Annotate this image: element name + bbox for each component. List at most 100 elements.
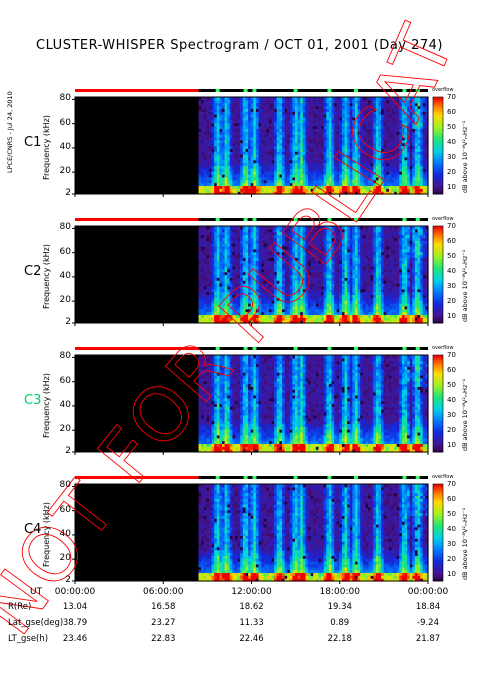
spectrogram-cell	[208, 268, 213, 273]
spectrogram-cell	[216, 154, 221, 158]
spectrogram-cell	[354, 136, 359, 141]
spectrogram-cell	[315, 243, 320, 247]
spectrogram-cell	[334, 226, 338, 230]
spectrogram-cell	[263, 274, 267, 278]
spectrogram-cell	[245, 303, 249, 307]
spectrogram-cell	[334, 285, 338, 290]
spectrogram-cell	[224, 297, 228, 301]
spectrogram-cell	[253, 168, 257, 172]
spectrogram-cell	[261, 320, 265, 324]
spectrogram-cell	[315, 285, 320, 290]
spectrogram-cell	[255, 151, 260, 155]
spectrogram-cell	[365, 176, 369, 181]
spectrogram-cell	[318, 228, 322, 233]
spectrogram-cell	[326, 291, 330, 296]
spectrogram-cell	[206, 125, 210, 129]
spectrogram-cell	[248, 162, 252, 167]
spectrogram-cell	[271, 97, 275, 101]
spectrogram-cell	[211, 314, 215, 318]
spectrogram-cell	[331, 283, 335, 287]
spectrogram-cell	[268, 125, 273, 129]
spectrogram-cell	[232, 243, 236, 247]
spectrogram-cell	[289, 136, 294, 141]
spectrogram-cell	[289, 297, 294, 301]
spectrogram-cell	[349, 116, 353, 121]
spectrogram-cell	[310, 285, 314, 290]
spectrogram-cell	[227, 294, 231, 298]
spectrogram-cell	[422, 179, 426, 184]
spectrogram-cell	[315, 105, 320, 110]
spectrogram-cell	[232, 248, 236, 253]
spectrogram-cell	[235, 142, 239, 147]
spectrogram-cell	[203, 320, 207, 324]
spectrogram-cell	[365, 97, 369, 101]
spectrogram-cell	[401, 128, 406, 132]
spectrogram-cell	[368, 148, 372, 152]
spectrogram-cell	[383, 171, 387, 175]
spectrogram-cell	[281, 228, 286, 233]
spectrogram-cell	[237, 260, 241, 264]
spectrogram-cell	[248, 226, 252, 230]
spectrogram-cell	[248, 277, 252, 281]
spectrogram-cell	[240, 171, 244, 175]
spectrogram-cell	[229, 111, 234, 115]
spectrogram-cell	[253, 99, 257, 104]
spectrogram-cell	[305, 234, 309, 239]
spectrogram-cell	[336, 125, 340, 129]
spectrogram-cell	[206, 280, 210, 284]
spectrogram-cell	[386, 174, 390, 178]
spectrogram-cell	[198, 156, 202, 161]
spectrogram-cell	[370, 119, 374, 124]
spectrogram-cell	[240, 134, 244, 138]
spectrogram-cell	[268, 148, 273, 152]
spectrogram-cell	[232, 145, 236, 149]
spectrogram-cell	[297, 119, 301, 124]
spectrogram-cell	[227, 251, 231, 256]
spectrogram-cell	[292, 151, 296, 155]
spectrogram-cell	[326, 116, 330, 121]
spectrogram-cell	[328, 288, 333, 293]
spectrogram-cell	[336, 139, 340, 144]
spectrogram-cell	[339, 288, 343, 293]
spectrogram-cell	[203, 111, 207, 115]
spectrogram-cell	[289, 268, 294, 273]
spectrogram-cell	[281, 128, 286, 132]
spectrogram-cell	[334, 297, 338, 301]
spectrogram-cell	[404, 162, 408, 167]
spectrogram-cell	[240, 271, 244, 276]
spectrogram-cell	[313, 248, 317, 253]
spectrogram-cell	[368, 114, 372, 118]
spectrogram-cell	[321, 154, 325, 158]
spectrogram-cell	[305, 148, 309, 152]
spectrogram-cell	[315, 231, 320, 236]
spectrogram-cell	[336, 176, 340, 181]
spectrogram-cell	[250, 134, 254, 138]
spectrogram-cell	[412, 151, 416, 155]
spectrogram-cell	[323, 300, 327, 304]
spectrogram-cell	[255, 305, 260, 310]
spectrogram-cell	[297, 291, 301, 296]
spectrogram-cell	[242, 240, 247, 244]
spectrogram-cell	[271, 240, 275, 244]
spectrogram-cell	[279, 231, 283, 236]
spectrogram-cell	[360, 114, 364, 118]
spectrogram-cell	[266, 179, 270, 184]
spectrogram-cell	[266, 283, 270, 287]
spectrogram-cell	[255, 105, 260, 110]
spectrogram-cell	[370, 182, 374, 187]
spectrogram-cell	[235, 308, 239, 313]
spectrogram-cell	[302, 114, 307, 118]
spectrogram-cell	[297, 134, 301, 138]
spectrogram-cell	[305, 162, 309, 167]
spectrogram-cell	[211, 151, 215, 155]
spectrogram-cell	[216, 182, 221, 187]
spectrogram-cell	[248, 237, 252, 241]
spectrogram-cell	[219, 314, 223, 318]
spectrogram-cell	[279, 285, 283, 290]
spectrogram-cell	[235, 228, 239, 233]
spectrogram-cell	[206, 174, 210, 178]
spectrogram-cell	[321, 111, 325, 115]
spectrogram-cell	[235, 254, 239, 258]
spectrogram-cell	[394, 108, 398, 112]
spectrogram-cell	[321, 268, 325, 273]
